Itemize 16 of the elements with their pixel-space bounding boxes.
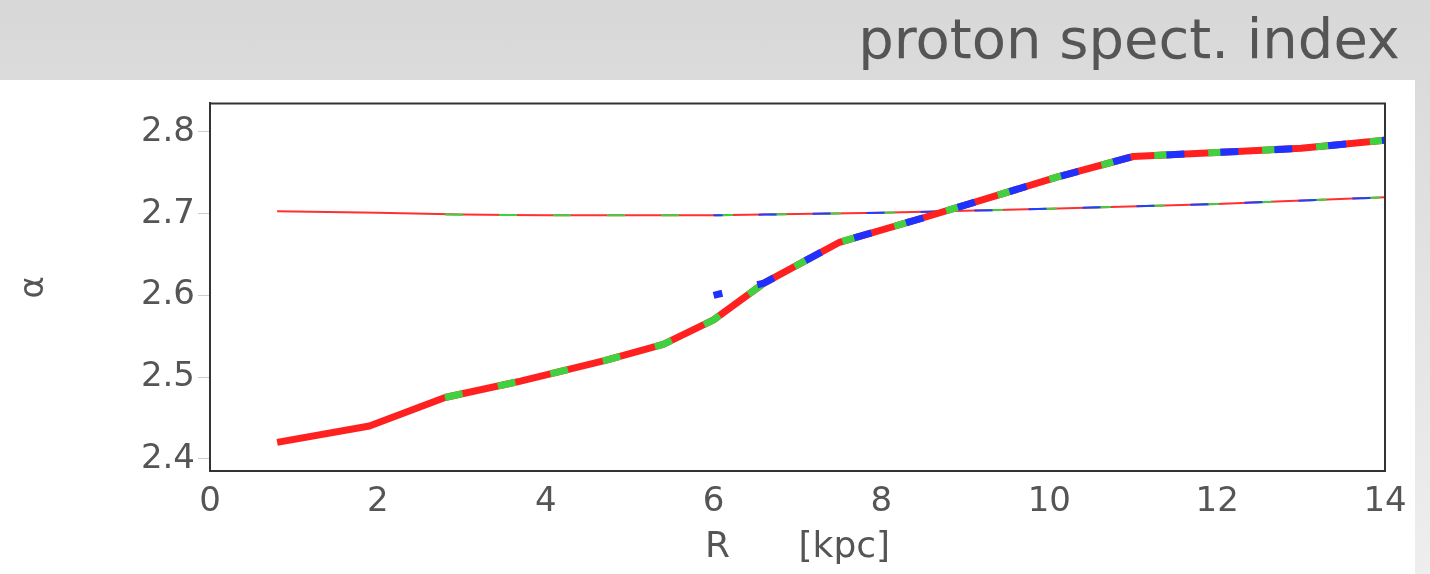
x-tick-label: 6: [702, 479, 725, 520]
x-tick-label: 14: [1363, 479, 1407, 520]
x-tick-label: 8: [870, 479, 893, 520]
y-tick-label: 2.7: [140, 190, 195, 231]
y-axis-title: α: [11, 275, 52, 299]
x-tick-label: 4: [534, 479, 557, 520]
y-tick-label: 2.5: [140, 353, 195, 394]
x-tick-label: 12: [1195, 479, 1239, 520]
x-tick-label: 0: [199, 479, 221, 520]
x-tick-label: 2: [367, 479, 389, 520]
chart-title: proton spect. index: [858, 6, 1400, 71]
y-tick-label: 2.6: [140, 272, 195, 313]
y-tick-label: 2.8: [140, 108, 195, 149]
x-axis-title: R [kpc]: [704, 523, 891, 565]
x-tick-label: 10: [1027, 479, 1071, 520]
y-tick-label: 2.4: [140, 435, 195, 476]
